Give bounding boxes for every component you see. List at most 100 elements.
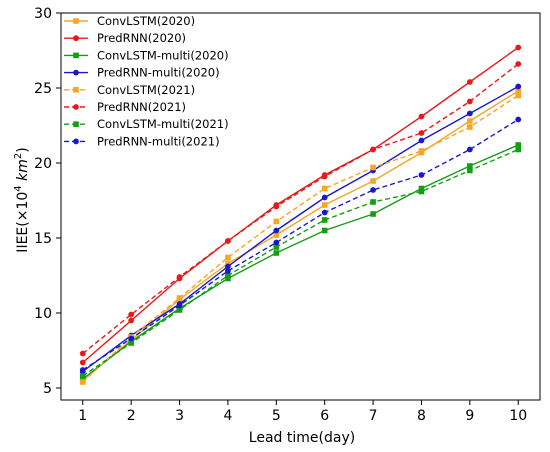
data-point bbox=[370, 211, 376, 217]
data-point bbox=[321, 194, 328, 201]
data-point bbox=[418, 172, 425, 178]
data-point bbox=[515, 116, 522, 123]
data-point bbox=[515, 92, 522, 99]
legend-label: ConvLSTM-multi(2021) bbox=[97, 117, 229, 131]
legend-item: ConvLSTM-multi(2021) bbox=[64, 117, 229, 131]
legend-label: PredRNN-multi(2021) bbox=[97, 134, 220, 148]
y-tick-label: 25 bbox=[34, 81, 52, 97]
data-point bbox=[515, 44, 522, 51]
data-point bbox=[467, 167, 473, 174]
data-point bbox=[79, 367, 86, 373]
data-point bbox=[225, 268, 231, 274]
legend-marker bbox=[73, 138, 79, 145]
x-tick-label: 3 bbox=[175, 408, 184, 424]
data-point bbox=[466, 79, 473, 85]
x-tick-label: 7 bbox=[369, 408, 378, 424]
data-point bbox=[225, 238, 231, 244]
x-tick-label: 6 bbox=[320, 408, 329, 424]
y-tick-label: 30 bbox=[34, 6, 52, 22]
legend-marker bbox=[73, 69, 79, 76]
x-axis-label: Lead time(day) bbox=[249, 430, 355, 446]
data-point bbox=[273, 239, 280, 246]
series-4 bbox=[79, 92, 522, 385]
legend-label: ConvLSTM(2021) bbox=[97, 83, 195, 97]
data-point bbox=[176, 274, 183, 280]
data-point bbox=[515, 83, 522, 90]
y-tick-label: 20 bbox=[34, 156, 52, 172]
data-point bbox=[273, 218, 280, 225]
data-point bbox=[79, 376, 86, 382]
data-point bbox=[273, 227, 280, 234]
data-point bbox=[515, 146, 522, 153]
y-tick-label: 15 bbox=[34, 231, 52, 247]
data-point bbox=[370, 146, 376, 153]
legend-item: ConvLSTM(2021) bbox=[64, 83, 195, 97]
data-point bbox=[418, 137, 425, 144]
data-point bbox=[79, 359, 86, 366]
data-point bbox=[418, 188, 425, 195]
x-tick-label: 2 bbox=[127, 408, 136, 424]
legend-marker bbox=[73, 104, 79, 110]
series-line bbox=[82, 148, 519, 377]
legend-marker bbox=[73, 52, 79, 59]
data-point bbox=[176, 295, 183, 301]
legend-item: PredRNN-multi(2020) bbox=[64, 66, 220, 80]
data-point bbox=[467, 124, 473, 130]
data-point bbox=[321, 202, 328, 208]
x-tick-label: 5 bbox=[272, 408, 281, 424]
data-point bbox=[273, 244, 280, 250]
legend-label: ConvLSTM-multi(2020) bbox=[97, 48, 229, 62]
data-point bbox=[273, 250, 280, 256]
data-point bbox=[418, 148, 425, 154]
legend-marker bbox=[73, 18, 79, 24]
data-point bbox=[370, 164, 376, 171]
series-layer bbox=[79, 44, 522, 385]
data-point bbox=[418, 185, 425, 192]
data-point bbox=[273, 203, 280, 210]
data-point bbox=[515, 61, 522, 67]
legend-marker bbox=[73, 121, 79, 127]
data-point bbox=[418, 113, 425, 120]
x-tick-label: 4 bbox=[223, 408, 232, 424]
data-point bbox=[418, 130, 425, 136]
series-line bbox=[82, 94, 519, 383]
data-point bbox=[370, 178, 376, 184]
data-point bbox=[128, 317, 135, 324]
data-point bbox=[321, 173, 328, 180]
legend-marker bbox=[73, 87, 79, 93]
data-point bbox=[79, 379, 86, 385]
series-2 bbox=[79, 142, 522, 382]
data-point bbox=[225, 275, 231, 282]
legend-item: ConvLSTM(2020) bbox=[64, 14, 195, 28]
data-point bbox=[321, 185, 328, 192]
data-point bbox=[176, 302, 183, 309]
x-tick-label: 8 bbox=[417, 408, 426, 424]
legend-item: PredRNN(2021) bbox=[64, 100, 186, 114]
x-tick-label: 9 bbox=[465, 408, 474, 424]
legend: ConvLSTM(2020) PredRNN(2020) ConvLSTM-mult… bbox=[64, 14, 229, 148]
legend-label: ConvLSTM(2020) bbox=[97, 14, 195, 28]
data-point bbox=[321, 227, 328, 234]
data-point bbox=[273, 232, 280, 238]
series-6 bbox=[79, 146, 522, 379]
series-5 bbox=[79, 61, 522, 357]
legend-label: PredRNN(2021) bbox=[97, 100, 186, 114]
data-point bbox=[79, 350, 86, 357]
x-tick-label: 10 bbox=[509, 408, 527, 424]
data-point bbox=[370, 187, 376, 193]
y-axis-label: IIEE(×104 km2) bbox=[13, 147, 31, 252]
series-7 bbox=[79, 116, 522, 373]
data-point bbox=[466, 146, 473, 153]
data-point bbox=[225, 263, 231, 270]
data-point bbox=[467, 163, 473, 169]
data-point bbox=[467, 118, 473, 124]
data-point bbox=[225, 254, 231, 261]
data-point bbox=[321, 217, 328, 223]
data-point bbox=[79, 373, 86, 379]
legend-label: PredRNN-multi(2020) bbox=[97, 66, 220, 80]
axes-layer: 1 2 3 4 5 6 7 8 9 10 5 10 15 20 25 30 bbox=[34, 6, 541, 424]
series-line bbox=[82, 144, 519, 380]
legend-label: PredRNN(2020) bbox=[97, 31, 186, 45]
data-point bbox=[515, 142, 522, 148]
